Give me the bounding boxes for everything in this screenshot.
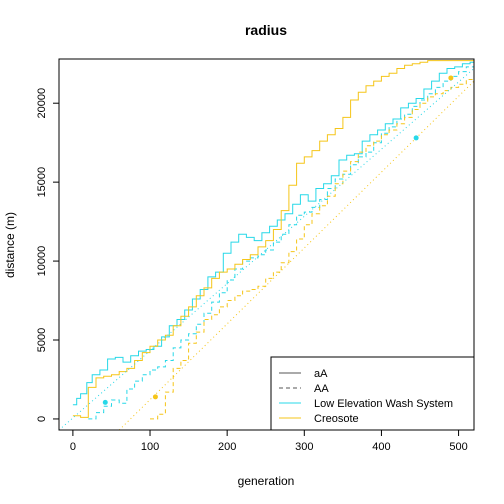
plot-points xyxy=(102,75,454,405)
plot-lines xyxy=(59,60,474,430)
y-tick-label-0: 0 xyxy=(36,416,48,422)
y-axis: 0 5000 10000 15000 20000 xyxy=(36,88,59,422)
x-tick-label-3: 300 xyxy=(295,441,313,453)
x-tick-label-0: 0 xyxy=(70,441,76,453)
y-tick-label-3: 15000 xyxy=(36,167,48,198)
x-tick-label-4: 400 xyxy=(372,441,390,453)
data-point-1 xyxy=(413,135,419,141)
legend-label-1: AA xyxy=(314,383,329,395)
x-axis: 0 100 200 300 400 500 xyxy=(70,430,468,453)
data-point-3 xyxy=(448,75,454,81)
series-line-0 xyxy=(72,60,474,406)
y-tick-label-4: 20000 xyxy=(36,88,48,119)
x-tick-label-5: 500 xyxy=(449,441,467,453)
legend-label-0: aA xyxy=(314,368,328,380)
x-tick-label-1: 100 xyxy=(141,441,159,453)
x-tick-label-2: 200 xyxy=(218,441,236,453)
data-point-2 xyxy=(152,394,158,400)
series-line-5 xyxy=(118,80,474,430)
y-axis-title: distance (m) xyxy=(3,212,17,278)
legend: aA AA Low Elevation Wash System Creosote xyxy=(270,356,475,431)
legend-box xyxy=(270,356,475,431)
y-tick-label-2: 10000 xyxy=(36,246,48,277)
chart-title: radius xyxy=(245,22,287,38)
y-tick-label-1: 5000 xyxy=(36,328,48,352)
legend-label-3: Creosote xyxy=(314,413,359,425)
data-point-0 xyxy=(102,399,108,405)
legend-label-2: Low Elevation Wash System xyxy=(314,398,453,410)
series-line-2 xyxy=(72,60,474,418)
x-axis-title: generation xyxy=(238,474,295,488)
plot-frame xyxy=(58,58,475,431)
series-line-3 xyxy=(150,74,474,420)
